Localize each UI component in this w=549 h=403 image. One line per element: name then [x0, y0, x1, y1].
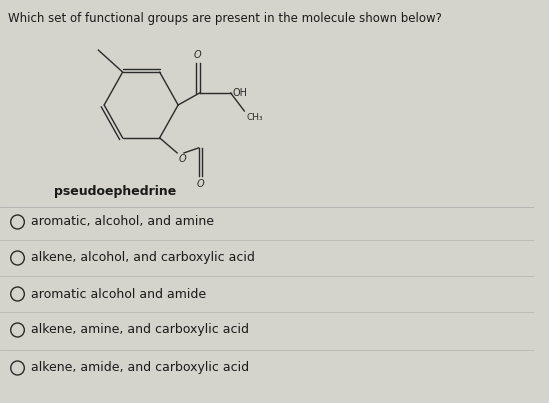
Text: O: O	[197, 179, 204, 189]
Text: aromatic alcohol and amide: aromatic alcohol and amide	[31, 287, 206, 301]
Text: O: O	[178, 154, 186, 164]
Text: Which set of functional groups are present in the molecule shown below?: Which set of functional groups are prese…	[8, 12, 441, 25]
Text: OH: OH	[233, 88, 248, 98]
Text: aromatic, alcohol, and amine: aromatic, alcohol, and amine	[31, 216, 214, 229]
Text: alkene, amine, and carboxylic acid: alkene, amine, and carboxylic acid	[31, 324, 249, 337]
Text: CH₃: CH₃	[247, 113, 263, 122]
Text: alkene, alcohol, and carboxylic acid: alkene, alcohol, and carboxylic acid	[31, 251, 255, 264]
Text: alkene, amide, and carboxylic acid: alkene, amide, and carboxylic acid	[31, 361, 249, 374]
Text: pseudoephedrine: pseudoephedrine	[54, 185, 176, 198]
Text: O: O	[194, 50, 201, 60]
